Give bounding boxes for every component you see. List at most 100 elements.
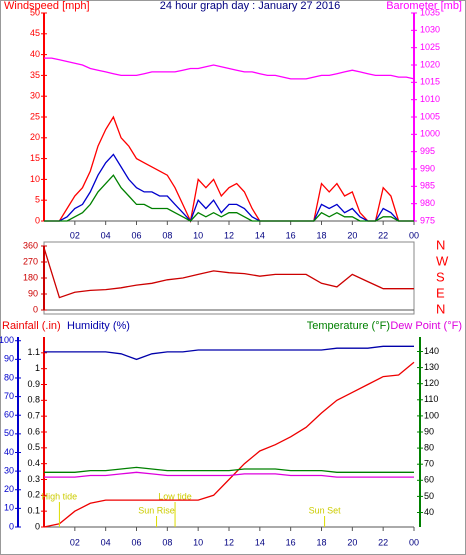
y-tick-label: 0.2 (27, 490, 40, 500)
y3-tick-label: 10 (4, 503, 14, 513)
x-tick-label: 16 (286, 230, 296, 240)
y-tick-label: 20 (30, 132, 40, 142)
series-line (43, 361, 415, 528)
y3-tick-label: 40 (4, 447, 14, 457)
y2-tick-label: 1010 (420, 94, 440, 104)
x-tick-label: 02 (70, 230, 80, 240)
y-tick-label: 1 (35, 363, 40, 373)
annotation: Sun Rise (138, 505, 175, 515)
y2-tick-label: 1030 (420, 25, 440, 35)
x-tick-label: 20 (347, 230, 357, 240)
y2-tick-label: 80 (424, 442, 434, 452)
legend-label: Humidity (%) (67, 320, 130, 332)
x-tick-label: 04 (101, 230, 111, 240)
y2-tick-label: 40 (424, 507, 434, 517)
y-tick-label: 0.3 (27, 474, 40, 484)
y3-tick-label: 20 (4, 484, 14, 494)
x-tick-label: 18 (316, 230, 326, 240)
y-tick-label: 90 (28, 288, 38, 298)
y-tick-label: 360 (23, 240, 38, 250)
x-tick-label: 02 (70, 537, 80, 547)
series-line (44, 57, 415, 80)
x-tick-label: 12 (224, 230, 234, 240)
y2-tick-label: 1020 (420, 59, 440, 69)
x-tick-label: 06 (131, 230, 141, 240)
y2-tick-label: 100 (424, 410, 439, 420)
y2-tick-label: 50 (424, 491, 434, 501)
series-line (44, 345, 414, 361)
x-tick-label: 16 (286, 537, 296, 547)
y-tick-label: 1.1 (27, 347, 40, 357)
y2-tick-label: E (436, 285, 445, 300)
legend-label: Dew Point (°F) (390, 320, 462, 332)
annotation: High tide (42, 491, 78, 501)
y-tick-label: 0 (33, 304, 38, 314)
y-tick-label: 0.1 (27, 506, 40, 516)
series-line (44, 471, 414, 478)
y3-tick-label: 30 (4, 465, 14, 475)
y-tick-label: 30 (30, 91, 40, 101)
x-tick-label: 00 (409, 537, 419, 547)
y2-tick-label: 975 (420, 215, 435, 225)
y3-tick-label: 90 (4, 354, 14, 364)
y2-tick-label: 980 (420, 198, 435, 208)
y2-tick-label: 90 (424, 426, 434, 436)
x-tick-label: 12 (224, 537, 234, 547)
x-tick-label: 22 (378, 230, 388, 240)
y2-axis-title: Barometer [mb] (386, 0, 462, 12)
x-tick-label: 20 (347, 537, 357, 547)
y2-tick-label: 140 (424, 346, 439, 356)
x-tick-label: 00 (409, 230, 419, 240)
y3-tick-label: 0 (9, 521, 14, 531)
y2-tick-label: 60 (424, 475, 434, 485)
x-tick-label: 10 (193, 537, 203, 547)
y2-tick-label: W (436, 253, 449, 268)
annotation: Sun Set (309, 505, 342, 515)
y2-tick-label: 1000 (420, 129, 440, 139)
x-tick-label: 10 (193, 230, 203, 240)
y2-tick-label: 985 (420, 181, 435, 191)
y-axis-title: Windspeed [mph] (4, 0, 90, 12)
y-tick-label: 270 (23, 256, 38, 266)
legend-label: Temperature (°F) (307, 320, 390, 332)
y2-tick-label: 990 (420, 163, 435, 173)
chart-title: 24 hour graph day : January 27 2016 (160, 0, 340, 12)
y-tick-label: 45 (30, 28, 40, 38)
y2-tick-label: 1005 (420, 111, 440, 121)
x-tick-label: 14 (255, 230, 265, 240)
y2-tick-label: N (436, 237, 445, 252)
y-tick-label: 0 (35, 521, 40, 531)
y3-tick-label: 80 (4, 372, 14, 382)
y-tick-label: 0.8 (27, 395, 40, 405)
x-tick-label: 22 (378, 537, 388, 547)
y-tick-label: 25 (30, 111, 40, 121)
y3-tick-label: 70 (4, 391, 14, 401)
y2-tick-label: 110 (424, 394, 438, 404)
y3-tick-label: 60 (4, 410, 14, 420)
y-tick-label: 35 (30, 70, 40, 80)
y-tick-label: 50 (30, 7, 40, 17)
series-line (44, 466, 414, 473)
x-tick-label: 18 (316, 537, 326, 547)
y2-tick-label: 130 (424, 362, 439, 372)
y2-tick-label: N (436, 301, 445, 316)
y-tick-label: 15 (30, 153, 40, 163)
series-line (44, 153, 414, 223)
x-tick-label: 14 (255, 537, 265, 547)
x-tick-label: 08 (162, 230, 172, 240)
y-tick-label: 0.9 (27, 379, 40, 389)
y2-tick-label: 1025 (420, 42, 440, 52)
y2-tick-label: 120 (424, 378, 439, 388)
y-tick-label: 40 (30, 49, 40, 59)
y3-tick-label: 100 (0, 335, 14, 345)
x-tick-label: 06 (131, 537, 141, 547)
y-tick-label: 0.7 (27, 411, 40, 421)
y-tick-label: 5 (35, 195, 40, 205)
series-line (44, 174, 414, 222)
y-tick-label: 0 (35, 215, 40, 225)
y-tick-label: 0.5 (27, 442, 40, 452)
y-tick-label: 0.6 (27, 426, 40, 436)
x-tick-label: 08 (162, 537, 172, 547)
